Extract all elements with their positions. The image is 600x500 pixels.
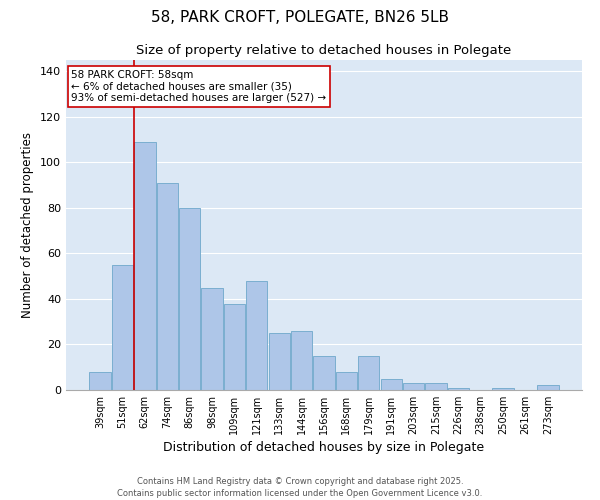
Bar [493,388,514,390]
Bar [403,383,424,390]
Bar [336,372,357,390]
Bar [425,383,446,390]
X-axis label: Distribution of detached houses by size in Polegate: Distribution of detached houses by size … [163,441,485,454]
Bar [313,356,335,390]
Bar [537,386,559,390]
Bar [89,372,111,390]
Text: Contains HM Land Registry data © Crown copyright and database right 2025.
Contai: Contains HM Land Registry data © Crown c… [118,476,482,498]
Bar [448,388,469,390]
Bar [134,142,155,390]
Bar [112,265,133,390]
Bar [246,281,268,390]
Bar [291,331,312,390]
Bar [224,304,245,390]
Bar [179,208,200,390]
Bar [380,378,402,390]
Text: 58, PARK CROFT, POLEGATE, BN26 5LB: 58, PARK CROFT, POLEGATE, BN26 5LB [151,10,449,25]
Y-axis label: Number of detached properties: Number of detached properties [22,132,34,318]
Bar [157,183,178,390]
Text: 58 PARK CROFT: 58sqm
← 6% of detached houses are smaller (35)
93% of semi-detach: 58 PARK CROFT: 58sqm ← 6% of detached ho… [71,70,326,103]
Bar [202,288,223,390]
Bar [269,333,290,390]
Bar [358,356,379,390]
Title: Size of property relative to detached houses in Polegate: Size of property relative to detached ho… [136,44,512,58]
